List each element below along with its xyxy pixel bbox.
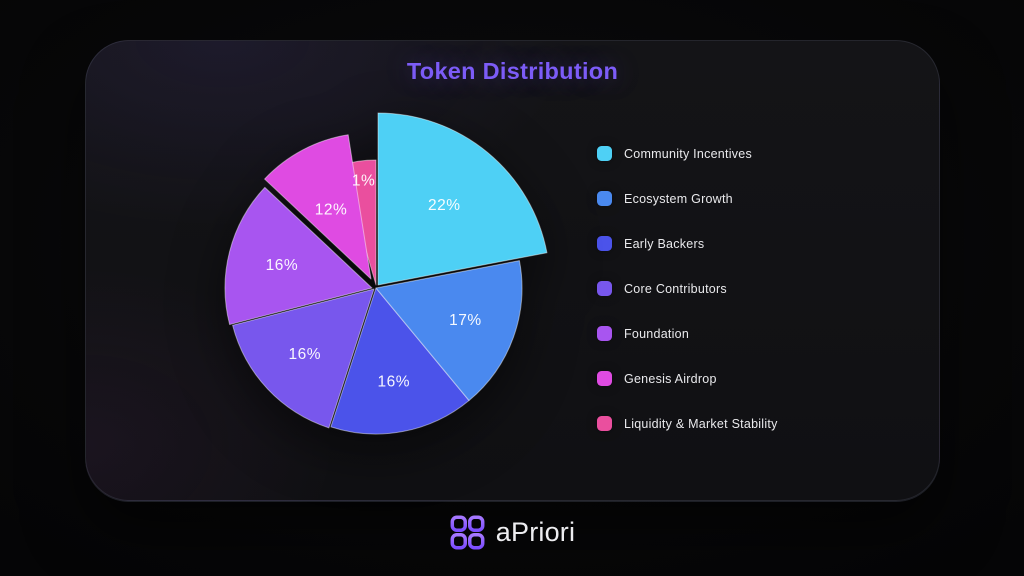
- legend: Community Incentives Ecosystem Growth Earl…: [597, 146, 778, 461]
- legend-label: Early Backers: [624, 236, 705, 251]
- legend-swatch: [597, 416, 612, 431]
- brand-name: aPriori: [495, 517, 576, 547]
- chart-title: Token Distribution: [406, 58, 619, 84]
- legend-swatch: [597, 236, 612, 251]
- legend-label: Community Incentives: [624, 146, 752, 161]
- legend-item-foundation: Foundation: [597, 326, 778, 341]
- legend-swatch: [597, 191, 612, 206]
- legend-swatch: [597, 326, 612, 341]
- legend-item-liquidity-market-stability: Liquidity & Market Stability: [597, 416, 778, 431]
- legend-item-early-backers: Early Backers: [597, 236, 778, 251]
- legend-label: Ecosystem Growth: [624, 191, 733, 206]
- legend-label: Core Contributors: [624, 281, 727, 296]
- chart-card: Token Distribution Community Incentives E…: [85, 40, 940, 501]
- legend-label: Foundation: [624, 326, 690, 341]
- footer: aPriori: [0, 514, 1024, 551]
- legend-swatch: [597, 281, 612, 296]
- legend-swatch: [597, 146, 612, 161]
- legend-item-core-contributors: Core Contributors: [597, 281, 778, 296]
- legend-label: Liquidity & Market Stability: [624, 416, 778, 431]
- legend-swatch: [597, 371, 612, 386]
- legend-item-genesis-airdrop: Genesis Airdrop: [597, 371, 778, 386]
- legend-item-community-incentives: Community Incentives: [597, 146, 778, 161]
- legend-label: Genesis Airdrop: [624, 371, 717, 386]
- legend-item-ecosystem-growth: Ecosystem Growth: [597, 191, 778, 206]
- apriori-clover-logo-icon: [450, 515, 485, 550]
